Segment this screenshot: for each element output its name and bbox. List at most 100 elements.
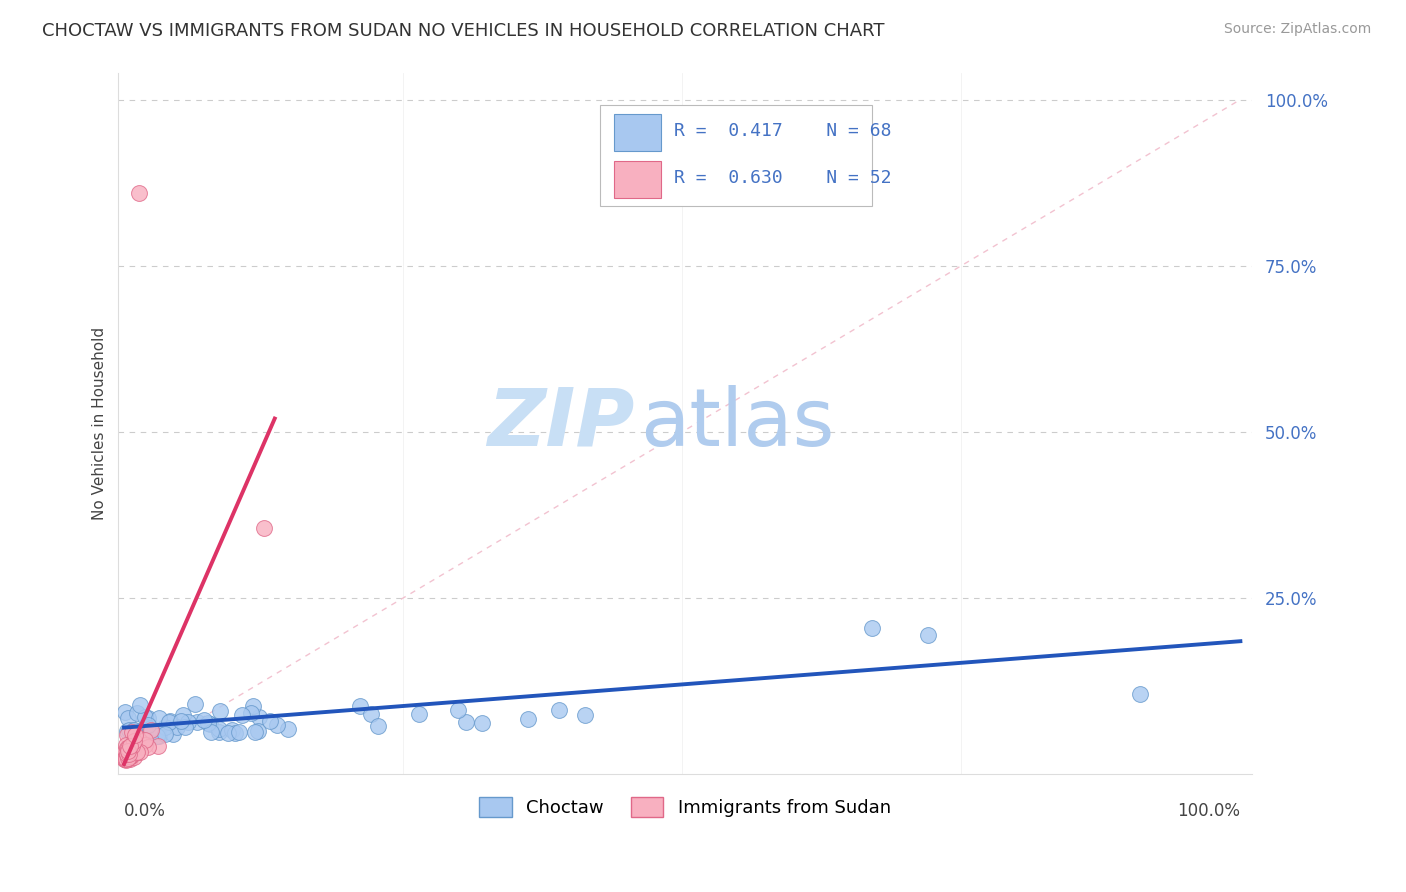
Point [112, 751, 135, 765]
Point [134, 710, 156, 724]
Point [574, 708, 596, 723]
Point [118, 749, 141, 764]
Point [118, 750, 141, 764]
Point [115, 748, 138, 763]
Point [117, 751, 139, 765]
Point [138, 718, 160, 732]
Point [454, 714, 477, 729]
Point [117, 724, 139, 739]
Point [139, 721, 162, 735]
Point [124, 739, 146, 754]
Point [153, 727, 176, 741]
Point [118, 748, 141, 763]
Point [349, 699, 371, 714]
Point [177, 714, 200, 729]
Point [145, 723, 167, 738]
Point [114, 749, 136, 764]
Point [122, 723, 145, 737]
Point [138, 726, 160, 740]
Point [162, 726, 184, 740]
Text: R =  0.630    N = 52: R = 0.630 N = 52 [673, 169, 891, 187]
Point [117, 744, 139, 758]
Point [122, 733, 145, 747]
Point [155, 720, 177, 734]
Point [129, 745, 152, 759]
Point [134, 725, 156, 739]
Y-axis label: No Vehicles in Household: No Vehicles in Household [93, 327, 107, 520]
Point [146, 739, 169, 754]
Point [120, 747, 142, 761]
Point [174, 720, 197, 734]
Point [277, 722, 299, 736]
Point [127, 745, 149, 759]
Point [122, 723, 145, 737]
Point [120, 752, 142, 766]
Point [127, 731, 149, 745]
Point [128, 739, 150, 754]
Point [408, 706, 430, 721]
Point [115, 753, 138, 767]
Bar [613, 161, 661, 198]
Point [221, 723, 243, 738]
Point [115, 738, 138, 752]
Point [134, 739, 156, 753]
Point [120, 744, 142, 758]
Point [114, 744, 136, 758]
Point [547, 702, 569, 716]
Point [246, 723, 269, 738]
Point [266, 718, 288, 732]
Point [198, 716, 221, 731]
Point [166, 720, 188, 734]
Point [115, 752, 138, 766]
Point [247, 709, 270, 723]
Text: CHOCTAW VS IMMIGRANTS FROM SUDAN NO VEHICLES IN HOUSEHOLD CORRELATION CHART: CHOCTAW VS IMMIGRANTS FROM SUDAN NO VEHI… [42, 22, 884, 40]
Point [135, 720, 157, 734]
Point [139, 723, 162, 737]
Point [1129, 687, 1152, 701]
Point [120, 747, 142, 762]
Text: R =  0.417    N = 68: R = 0.417 N = 68 [673, 122, 891, 140]
Legend: Choctaw, Immigrants from Sudan: Choctaw, Immigrants from Sudan [472, 789, 898, 825]
Point [117, 749, 139, 764]
Point [120, 748, 142, 763]
Point [447, 703, 470, 717]
Point [259, 714, 281, 729]
Point [125, 724, 148, 739]
Point [118, 749, 141, 764]
Point [124, 728, 146, 742]
Point [184, 698, 207, 712]
Point [129, 698, 152, 712]
Point [193, 713, 215, 727]
Point [239, 706, 262, 720]
Point [127, 706, 149, 721]
Point [121, 724, 143, 739]
Point [146, 729, 169, 743]
Point [114, 705, 136, 719]
Text: atlas: atlas [640, 384, 834, 463]
Point [122, 750, 145, 764]
Point [117, 740, 139, 755]
Point [115, 728, 138, 742]
Point [115, 747, 138, 761]
Point [122, 740, 145, 755]
Point [252, 521, 274, 535]
Point [517, 712, 540, 726]
Point [208, 704, 231, 718]
Point [186, 714, 208, 729]
Point [134, 732, 156, 747]
Point [217, 726, 239, 740]
Point [114, 752, 136, 766]
Point [118, 747, 141, 761]
Point [118, 739, 141, 754]
Point [148, 729, 170, 743]
Point [917, 627, 939, 641]
Text: ZIP: ZIP [486, 384, 634, 463]
Point [228, 724, 250, 739]
Point [125, 745, 148, 759]
Point [471, 716, 494, 731]
Point [208, 724, 231, 739]
Point [118, 747, 141, 762]
Text: Source: ZipAtlas.com: Source: ZipAtlas.com [1223, 22, 1371, 37]
Point [114, 747, 136, 762]
Point [200, 724, 222, 739]
